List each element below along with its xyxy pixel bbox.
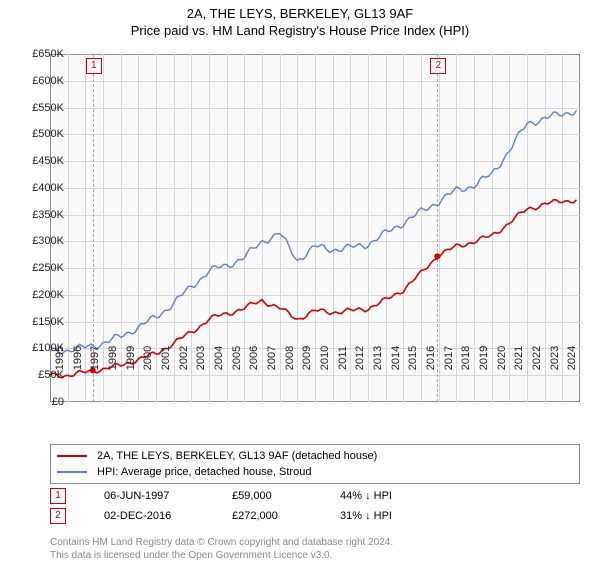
x-axis-tick-label: 2006 xyxy=(248,346,260,370)
sale-price: £59,000 xyxy=(232,490,302,502)
x-axis-tick-label: 2023 xyxy=(549,346,561,370)
y-axis-tick-label: £300K xyxy=(20,235,64,247)
chart-title: 2A, THE LEYS, BERKELEY, GL13 9AF xyxy=(0,6,600,21)
legend-label: 2A, THE LEYS, BERKELEY, GL13 9AF (detach… xyxy=(97,450,377,462)
sale-record-row: 1 06-JUN-1997 £59,000 44% ↓ HPI xyxy=(50,488,392,504)
x-axis-tick-label: 2020 xyxy=(496,346,508,370)
x-axis-tick-label: 2024 xyxy=(566,346,578,370)
x-axis-tick-label: 2015 xyxy=(407,346,419,370)
x-axis-tick-label: 2010 xyxy=(319,346,331,370)
x-axis-tick-label: 2004 xyxy=(213,346,225,370)
y-axis-tick-label: £400K xyxy=(20,182,64,194)
x-axis-tick-label: 2000 xyxy=(142,346,154,370)
x-axis-tick-label: 2002 xyxy=(178,346,190,370)
attribution-line: Contains HM Land Registry data © Crown c… xyxy=(50,537,393,550)
x-axis-tick-label: 2016 xyxy=(425,346,437,370)
sale-record-row: 2 02-DEC-2016 £272,000 31% ↓ HPI xyxy=(50,508,392,524)
x-axis-tick-label: 2003 xyxy=(195,346,207,370)
y-axis-tick-label: £200K xyxy=(20,289,64,301)
y-axis-tick-label: £600K xyxy=(20,75,64,87)
event-marker-badge: 1 xyxy=(86,58,102,74)
x-axis-tick-label: 1995 xyxy=(54,346,66,370)
chart-subtitle: Price paid vs. HM Land Registry's House … xyxy=(0,23,600,38)
sale-delta: 31% ↓ HPI xyxy=(340,510,392,522)
sale-marker-badge: 1 xyxy=(50,488,66,504)
legend-label: HPI: Average price, detached house, Stro… xyxy=(97,466,311,478)
y-axis-tick-label: £150K xyxy=(20,316,64,328)
x-axis-tick-label: 2021 xyxy=(513,346,525,370)
sale-price: £272,000 xyxy=(232,510,302,522)
legend: 2A, THE LEYS, BERKELEY, GL13 9AF (detach… xyxy=(50,444,580,484)
x-axis-tick-label: 2019 xyxy=(478,346,490,370)
y-axis-tick-label: £0 xyxy=(20,396,64,408)
x-axis-tick-label: 2011 xyxy=(337,346,349,370)
y-axis-tick-label: £450K xyxy=(20,155,64,167)
x-axis-tick-label: 1997 xyxy=(89,346,101,370)
x-axis-tick-label: 2022 xyxy=(531,346,543,370)
x-axis-tick-label: 1996 xyxy=(72,346,84,370)
x-axis-tick-label: 1998 xyxy=(107,346,119,370)
x-axis-tick-label: 2018 xyxy=(460,346,472,370)
event-marker-badge: 2 xyxy=(430,58,446,74)
x-axis-tick-label: 1999 xyxy=(125,346,137,370)
x-axis-tick-label: 2013 xyxy=(372,346,384,370)
legend-item: HPI: Average price, detached house, Stro… xyxy=(57,464,573,480)
attribution-line: This data is licensed under the Open Gov… xyxy=(50,550,393,563)
x-axis-tick-label: 2008 xyxy=(284,346,296,370)
sale-marker-badge: 2 xyxy=(50,508,66,524)
x-axis-tick-label: 2014 xyxy=(390,346,402,370)
x-axis-tick-label: 2005 xyxy=(231,346,243,370)
sale-date: 02-DEC-2016 xyxy=(104,510,194,522)
legend-item: 2A, THE LEYS, BERKELEY, GL13 9AF (detach… xyxy=(57,448,573,464)
y-axis-tick-label: £250K xyxy=(20,262,64,274)
series-line xyxy=(50,110,577,354)
attribution: Contains HM Land Registry data © Crown c… xyxy=(50,537,393,562)
x-axis-tick-label: 2012 xyxy=(354,346,366,370)
sale-delta: 44% ↓ HPI xyxy=(340,490,392,502)
x-axis-tick-label: 2017 xyxy=(443,346,455,370)
x-axis-tick-label: 2007 xyxy=(266,346,278,370)
y-axis-tick-label: £650K xyxy=(20,48,64,60)
x-axis-tick-label: 2001 xyxy=(160,346,172,370)
legend-swatch xyxy=(57,471,87,473)
y-axis-tick-label: £500K xyxy=(20,128,64,140)
event-marker-dot xyxy=(434,253,440,259)
y-axis-tick-label: £350K xyxy=(20,209,64,221)
y-axis-tick-label: £550K xyxy=(20,102,64,114)
legend-swatch xyxy=(57,455,87,457)
y-axis-tick-label: £50K xyxy=(20,369,64,381)
sale-date: 06-JUN-1997 xyxy=(104,490,194,502)
x-axis-tick-label: 2009 xyxy=(301,346,313,370)
